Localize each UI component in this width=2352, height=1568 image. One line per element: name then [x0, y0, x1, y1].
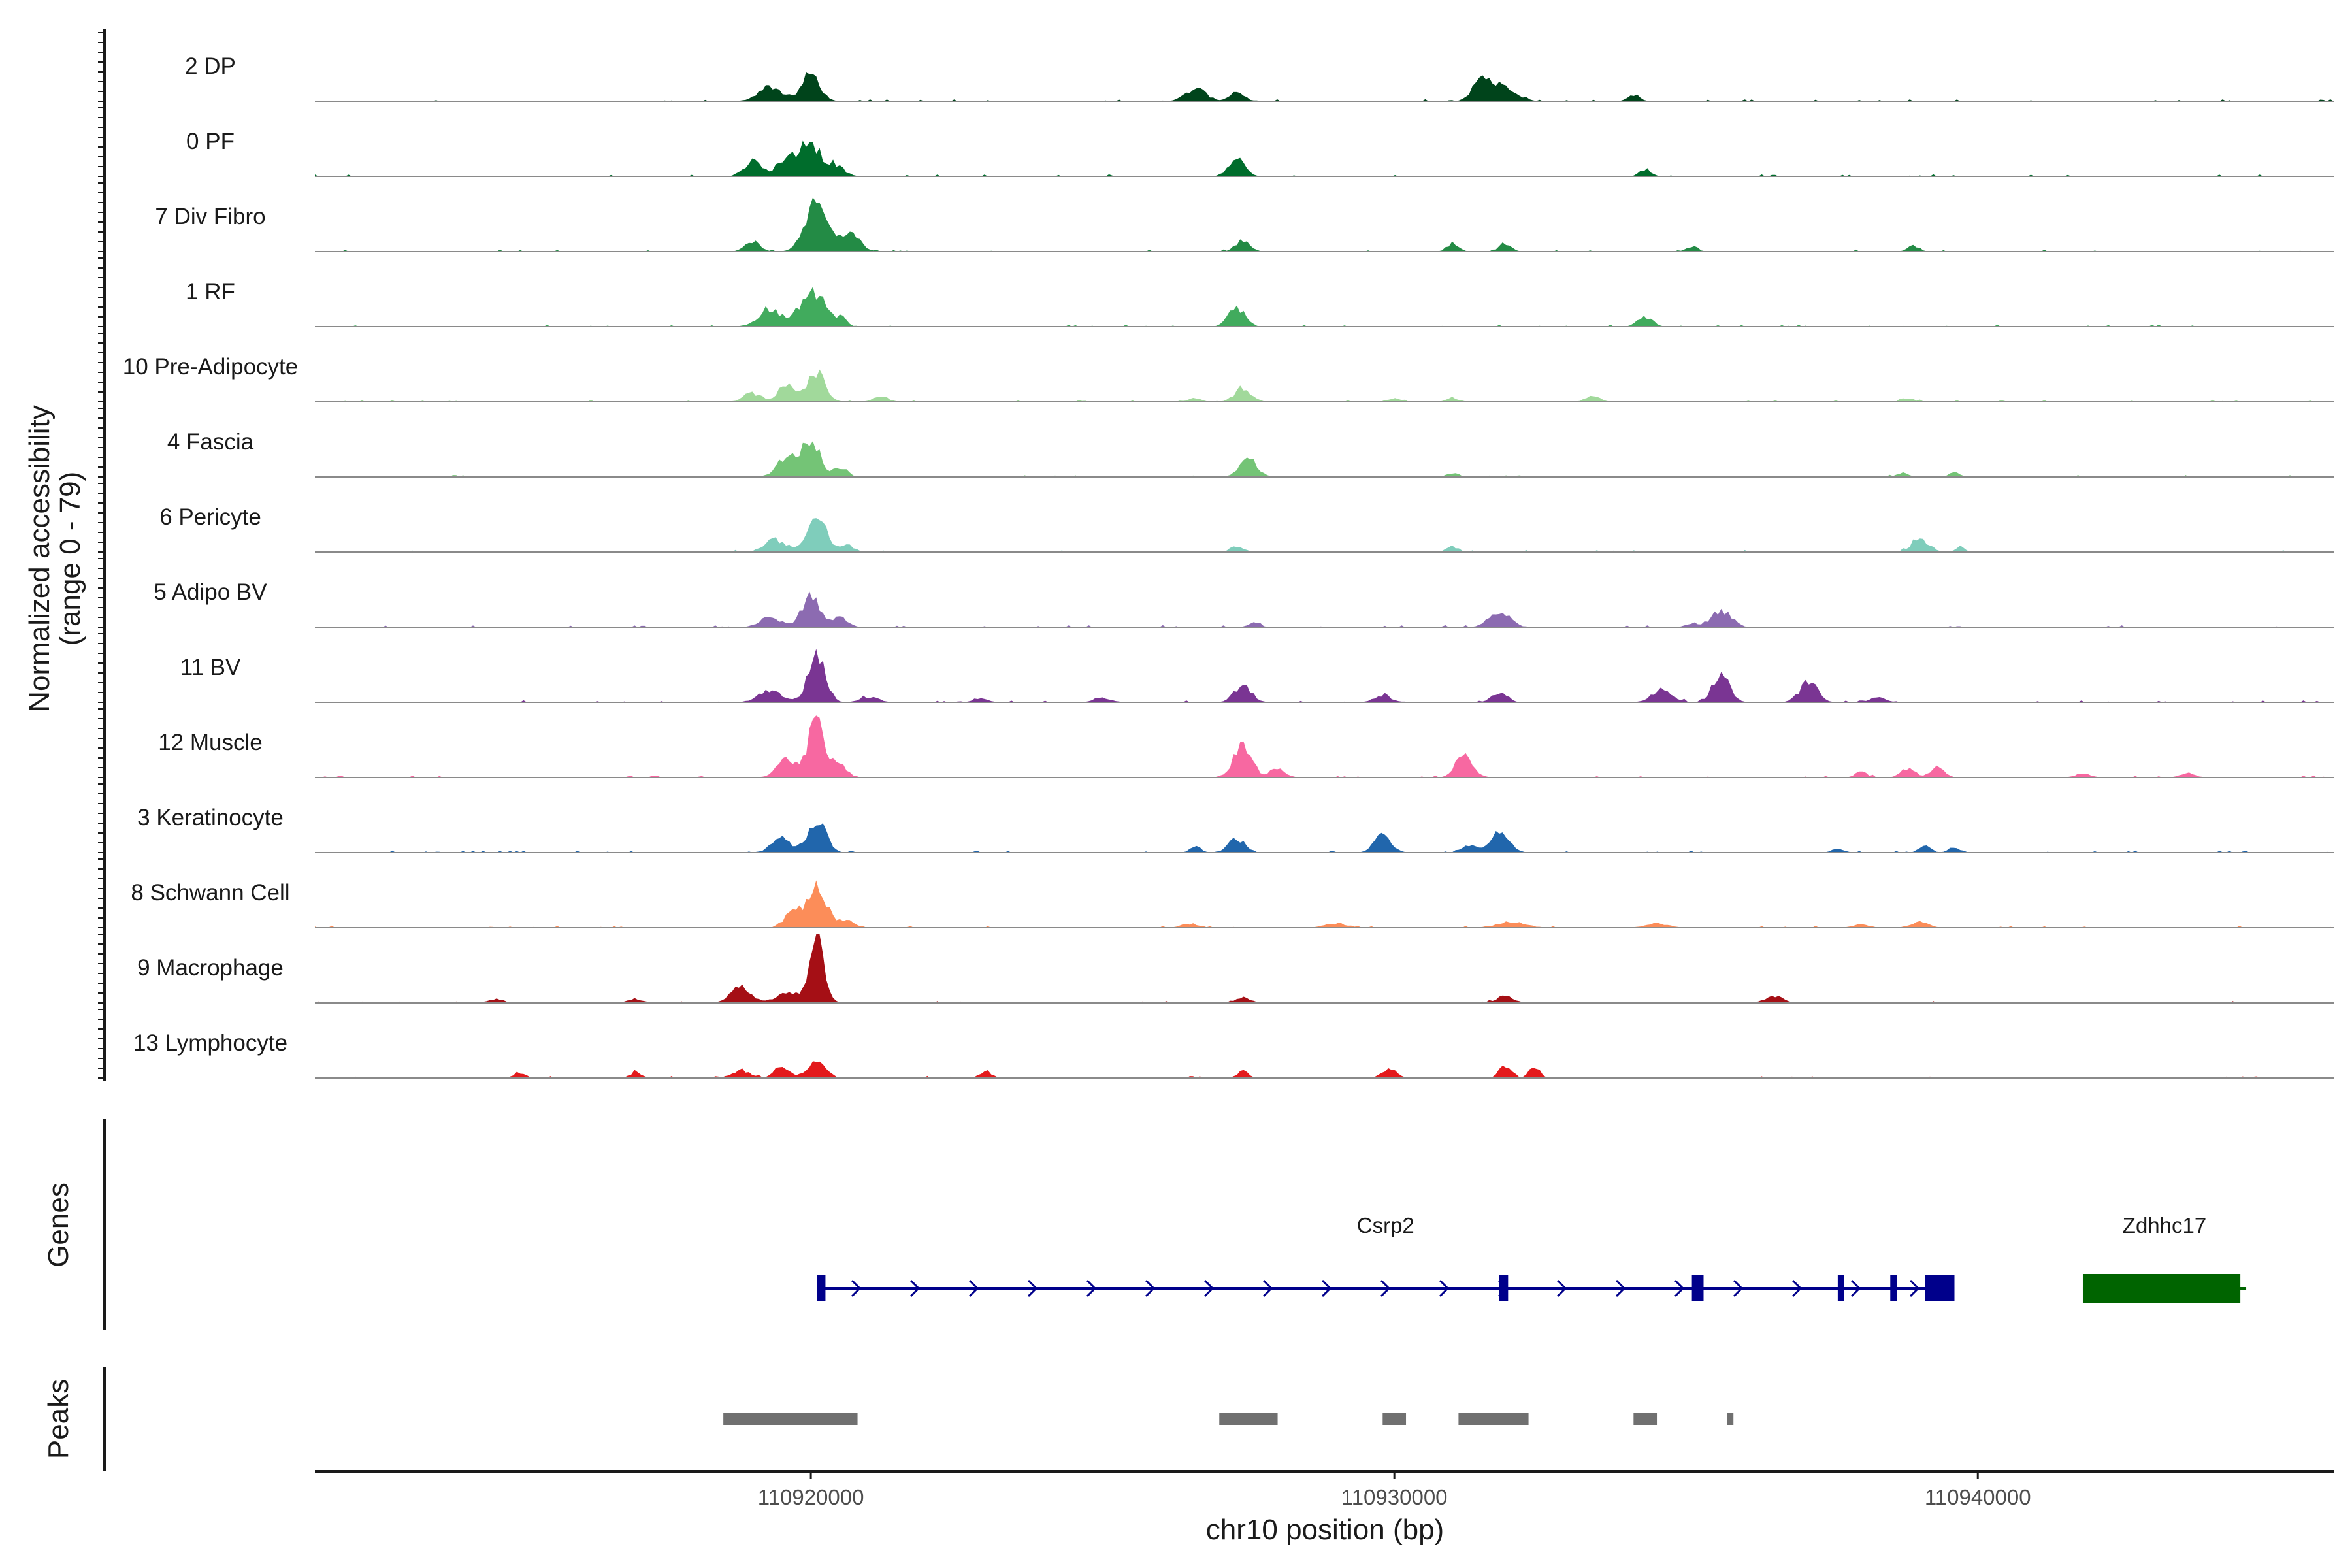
strand-arrow — [968, 1279, 979, 1298]
strand-arrow — [1674, 1279, 1685, 1298]
y-axis-title-line1: Normalized accessibility — [24, 405, 56, 711]
strand-arrow — [1203, 1279, 1215, 1298]
strand-arrow — [1027, 1279, 1038, 1298]
strand-arrow — [1556, 1279, 1567, 1298]
peaks-track-title: Peaks — [42, 1379, 74, 1459]
strand-arrow — [1262, 1279, 1273, 1298]
gene-exon — [1499, 1275, 1509, 1301]
strand-arrow — [1439, 1279, 1450, 1298]
gene-0: Csrp2 — [817, 1213, 1955, 1301]
track-7: 5 Adipo BV — [154, 580, 2334, 628]
strand-arrow — [1380, 1279, 1391, 1298]
strand-arrow — [851, 1279, 862, 1298]
gene-label: Zdhhc17 — [2123, 1213, 2206, 1237]
coverage-area-1 — [315, 140, 2334, 176]
gene-exon — [1890, 1275, 1897, 1301]
strand-arrow — [1850, 1279, 1861, 1298]
x-axis-title: chr10 position (bp) — [1206, 1514, 1444, 1546]
coverage-area-11 — [315, 880, 2334, 928]
x-axis: 110920000 110930000 110940000 — [315, 1470, 2334, 1509]
track-0: 2 DP — [185, 54, 2334, 102]
strand-arrow — [1791, 1279, 1803, 1298]
track-13: 13 Lymphocyte — [133, 1030, 2334, 1079]
x-tick-label-0: 110920000 — [758, 1485, 864, 1509]
x-tick-label-1: 110930000 — [1341, 1485, 1448, 1509]
coverage-area-13 — [315, 1061, 2334, 1078]
track-label-9: 12 Muscle — [158, 730, 263, 755]
coverage-area-9 — [315, 715, 2334, 777]
track-12: 9 Macrophage — [137, 934, 2334, 1004]
track-9: 12 Muscle — [158, 715, 2334, 778]
peaks-track: Peaks — [42, 1367, 1734, 1471]
track-label-2: 7 Div Fibro — [155, 204, 265, 229]
track-label-12: 9 Macrophage — [137, 955, 284, 981]
coverage-area-4 — [315, 369, 2334, 402]
track-label-1: 0 PF — [186, 129, 235, 154]
x-tick-label-2: 110940000 — [1925, 1485, 2031, 1509]
peak-region-3 — [1458, 1413, 1529, 1425]
peak-region-2 — [1382, 1413, 1407, 1425]
strand-arrow — [1733, 1279, 1744, 1298]
gene-exon — [817, 1275, 826, 1301]
peak-region-5 — [1727, 1413, 1734, 1425]
peak-region-1 — [1219, 1413, 1278, 1425]
gene-exon — [1837, 1275, 1844, 1301]
peak-region-0 — [723, 1413, 858, 1425]
track-4: 10 Pre-Adipocyte — [123, 354, 2334, 402]
track-label-7: 5 Adipo BV — [154, 580, 267, 605]
y-axis-title-line2: (range 0 - 79) — [54, 472, 86, 646]
strand-arrow — [1615, 1279, 1626, 1298]
track-2: 7 Div Fibro — [155, 197, 2334, 252]
track-6: 6 Pericyte — [159, 504, 2334, 553]
strand-arrow — [1086, 1279, 1097, 1298]
coverage-area-6 — [315, 518, 2334, 552]
track-label-3: 1 RF — [186, 279, 235, 304]
y-axis — [98, 29, 106, 1081]
peak-region-4 — [1633, 1413, 1658, 1425]
gene-exon — [1691, 1275, 1704, 1301]
track-3: 1 RF — [186, 279, 2334, 327]
coverage-area-0 — [315, 71, 2334, 101]
track-label-6: 6 Pericyte — [159, 504, 261, 530]
track-5: 4 Fascia — [167, 429, 2334, 478]
track-label-4: 10 Pre-Adipocyte — [123, 354, 298, 380]
coverage-area-12 — [315, 934, 2334, 1003]
gene-exon — [2082, 1274, 2241, 1303]
coverage-area-2 — [315, 197, 2334, 252]
gene-label: Csrp2 — [1357, 1213, 1414, 1237]
coverage-area-10 — [315, 823, 2334, 853]
genes-track: Genes Csrp2 Zdhhc17 — [42, 1119, 2247, 1330]
track-label-10: 3 Keratinocyte — [137, 805, 284, 830]
track-8: 11 BV — [180, 649, 2334, 703]
coverage-tracks: 2 DP 0 PF 7 Div Fibro 1 RF 10 Pre-Adipocyte 4… — [123, 54, 2334, 1079]
strand-arrow — [909, 1279, 921, 1298]
coverage-area-7 — [315, 591, 2334, 627]
genes-track-title: Genes — [42, 1183, 74, 1267]
gene-exon — [1925, 1275, 1955, 1301]
track-label-5: 4 Fascia — [167, 429, 254, 455]
track-1: 0 PF — [186, 129, 2334, 177]
coverage-area-8 — [315, 649, 2334, 702]
track-label-0: 2 DP — [185, 54, 236, 79]
gene-1: Zdhhc17 — [2082, 1213, 2247, 1303]
strand-arrow — [1909, 1279, 1920, 1298]
strand-arrow — [1321, 1279, 1332, 1298]
track-10: 3 Keratinocyte — [137, 805, 2334, 853]
track-label-8: 11 BV — [180, 655, 241, 680]
track-11: 8 Schwann Cell — [131, 880, 2334, 928]
strand-arrow — [1145, 1279, 1156, 1298]
coverage-area-5 — [315, 441, 2334, 477]
track-label-11: 8 Schwann Cell — [131, 880, 289, 906]
track-label-13: 13 Lymphocyte — [133, 1030, 287, 1056]
coverage-area-3 — [315, 287, 2334, 327]
